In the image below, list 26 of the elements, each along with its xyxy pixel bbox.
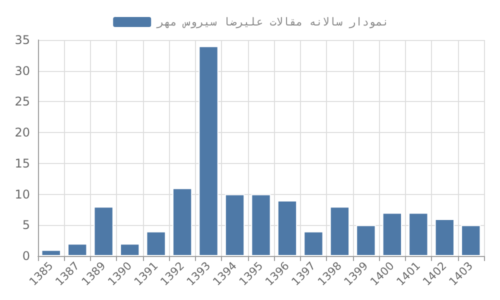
bar <box>251 194 271 256</box>
y-tick-label: 10 <box>14 187 30 202</box>
bar <box>41 250 61 256</box>
bar <box>198 46 218 256</box>
y-tick-label: 20 <box>14 126 30 140</box>
bar <box>68 244 88 256</box>
y-tick-label: 5 <box>22 218 30 232</box>
y-tick-label: 25 <box>14 94 30 109</box>
bar <box>146 231 166 256</box>
bar <box>461 225 481 256</box>
bar <box>94 206 114 256</box>
y-tick-label: 30 <box>14 64 30 78</box>
bar <box>172 188 192 256</box>
bar <box>382 212 402 256</box>
y-tick-label: 0 <box>22 249 30 263</box>
y-tick-label: 35 <box>14 33 30 47</box>
bar <box>356 225 376 256</box>
bar <box>224 194 245 256</box>
bar <box>408 212 428 256</box>
bar <box>434 218 454 256</box>
bar <box>120 244 140 256</box>
bar <box>330 206 350 256</box>
y-tick-label: 15 <box>14 156 30 170</box>
bar <box>277 200 298 256</box>
legend-label: نمودار سالانه مقالات علیرضا سیروس مهر <box>156 16 389 28</box>
bar <box>304 231 324 256</box>
